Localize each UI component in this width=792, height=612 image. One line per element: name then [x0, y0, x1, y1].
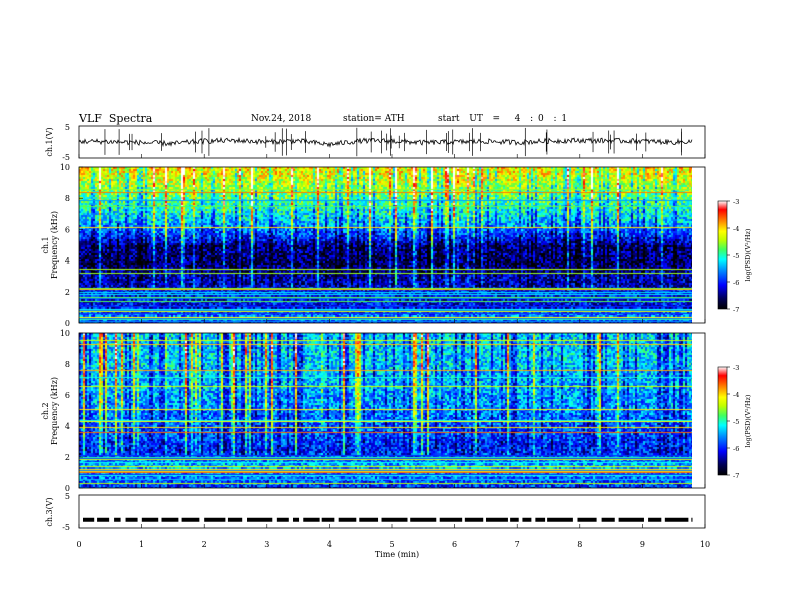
ch3-trace-segment: [97, 517, 110, 522]
ch3-trace-frame: [78, 494, 706, 529]
ch3-trace-segment: [577, 517, 597, 522]
ch3-trace-segment: [338, 517, 357, 522]
ytick-label: 2: [65, 288, 70, 297]
ch1-colorbar-label: log(PSD)(V²/Hz): [744, 228, 752, 281]
ch1-spectrogram-yticks: 0 2 4 6 8 10: [60, 163, 83, 328]
xtick-label: 8: [577, 540, 582, 549]
colorbar-tick-label: -5: [733, 252, 739, 260]
ch3-trace-segment: [410, 517, 437, 522]
ytick-label: 6: [65, 391, 70, 400]
colorbar-tick-label: -5: [733, 418, 739, 426]
xtick-label: 6: [452, 540, 457, 549]
ch3-trace-segment: [125, 517, 138, 522]
ch3-trace-segment: [464, 517, 484, 522]
ytick-label: 4: [65, 257, 70, 266]
ch3-trace-segment: [114, 517, 121, 522]
ytick-label: 10: [60, 329, 70, 338]
colorbar-tick-label: -4: [733, 225, 739, 233]
no-data-area: [692, 167, 705, 323]
xtick-label: 7: [515, 540, 520, 549]
ytick-label: 10: [60, 163, 70, 172]
ch3-trace-segment: [439, 517, 463, 522]
xtick-label: 2: [202, 540, 207, 549]
ch1-colorbar: [717, 200, 728, 310]
xtick-label: 3: [264, 540, 269, 549]
ch3-trace-segment: [381, 517, 408, 522]
ch3-trace-segment: [535, 517, 546, 522]
ch1-waveform-ytick-top: 5: [65, 123, 70, 132]
no-data-area: [692, 333, 705, 488]
ch3-trace-segment: [161, 517, 179, 522]
ch3-trace-segment: [547, 517, 573, 522]
ch3-trace-segment: [648, 517, 662, 522]
colorbar-tick-label: -3: [733, 364, 739, 372]
ch1-spectrogram: [79, 167, 705, 323]
ch2-colorbar-label: log(PSD)(V²/Hz): [744, 394, 752, 447]
ch2-channel-label: ch.2: [41, 402, 50, 419]
ch3-trace-segment: [321, 517, 335, 522]
ch3-trace-segment: [227, 517, 243, 522]
ytick-label: 0: [65, 484, 70, 493]
ch3-trace-ylabel: ch.3(V): [45, 497, 54, 526]
ytick-label: 6: [65, 225, 70, 234]
time-axis-label: Time (min): [375, 550, 419, 559]
date-label: Nov.24, 2018: [251, 114, 312, 124]
ytick-label: 0: [65, 319, 70, 328]
ch1-waveform-spikes: [104, 127, 682, 157]
ch3-trace-segment: [83, 517, 95, 522]
ch3-trace-line: [83, 517, 693, 522]
ch3-trace-ytick-top: 5: [65, 492, 70, 501]
spectrogram-image: [79, 167, 692, 323]
ytick-label: 8: [65, 194, 70, 203]
colorbar-tick-label: -3: [733, 198, 739, 206]
ch3-trace-segment: [510, 517, 519, 522]
ch1-channel-label: ch.1: [41, 236, 50, 253]
ytick-label: 8: [65, 360, 70, 369]
ch1-waveform-ylabel: ch.1(V): [45, 127, 54, 156]
xtick-label: 4: [327, 540, 332, 549]
ch2-spectrogram-ylabel: Frequency (kHz): [50, 377, 59, 445]
ch3-trace-segment: [485, 517, 508, 522]
ytick-label: 2: [65, 453, 70, 462]
ytick-label: 4: [65, 422, 70, 431]
ch2-colorbar: [717, 366, 728, 476]
colorbar-tick-label: -7: [733, 306, 739, 314]
ch1-spectrogram-ylabel: Frequency (kHz): [50, 211, 59, 279]
time-axis-ticks: 0 1 2 3 4 5 6 7 8 9 10: [76, 154, 710, 549]
spectrogram-image: [79, 333, 692, 488]
colorbar-tick-label: -4: [733, 391, 739, 399]
ch3-trace-segment: [141, 517, 159, 522]
chart-title: VLF Spectra: [79, 112, 153, 125]
ch3-trace-segment: [276, 517, 289, 522]
ch3-trace-segment: [359, 517, 379, 522]
ch2-spectrogram: [79, 333, 705, 488]
colorbar-tick-label: -7: [733, 472, 739, 480]
ch1-colorbar-ticks: -3 -4 -5 -6 -7: [727, 198, 739, 314]
ch1-waveform-ytick-bottom: -5: [62, 153, 70, 162]
ch3-trace-segment: [691, 517, 693, 522]
xtick-label: 10: [700, 540, 710, 549]
ch3-trace-segment: [601, 517, 615, 522]
ch3-trace-segment: [181, 517, 200, 522]
start-time-label: start UT = 4 : 0 : 1: [438, 114, 568, 124]
ch3-trace-ytick-bottom: -5: [62, 523, 70, 532]
ch2-colorbar-ticks: -3 -4 -5 -6 -7: [727, 364, 739, 480]
ch3-trace-segment: [303, 517, 320, 522]
ch3-trace-segment: [664, 517, 689, 522]
ch3-trace-segment: [522, 517, 532, 522]
ch3-trace-segment: [247, 517, 273, 522]
colorbar-tick-label: -6: [733, 279, 739, 287]
xtick-label: 1: [139, 540, 144, 549]
ch1-waveform-line: [78, 136, 693, 148]
ch3-trace-segment: [292, 517, 300, 522]
ch3-trace-segment: [618, 517, 644, 522]
xtick-label: 9: [640, 540, 645, 549]
xtick-label: 5: [389, 540, 394, 549]
colorbar-tick-label: -6: [733, 445, 739, 453]
ch2-spectrogram-yticks: 0 2 4 6 8 10: [60, 329, 83, 493]
xtick-label: 0: [76, 540, 81, 549]
station-label: station= ATH: [343, 114, 405, 124]
ch3-trace-segment: [204, 517, 226, 522]
